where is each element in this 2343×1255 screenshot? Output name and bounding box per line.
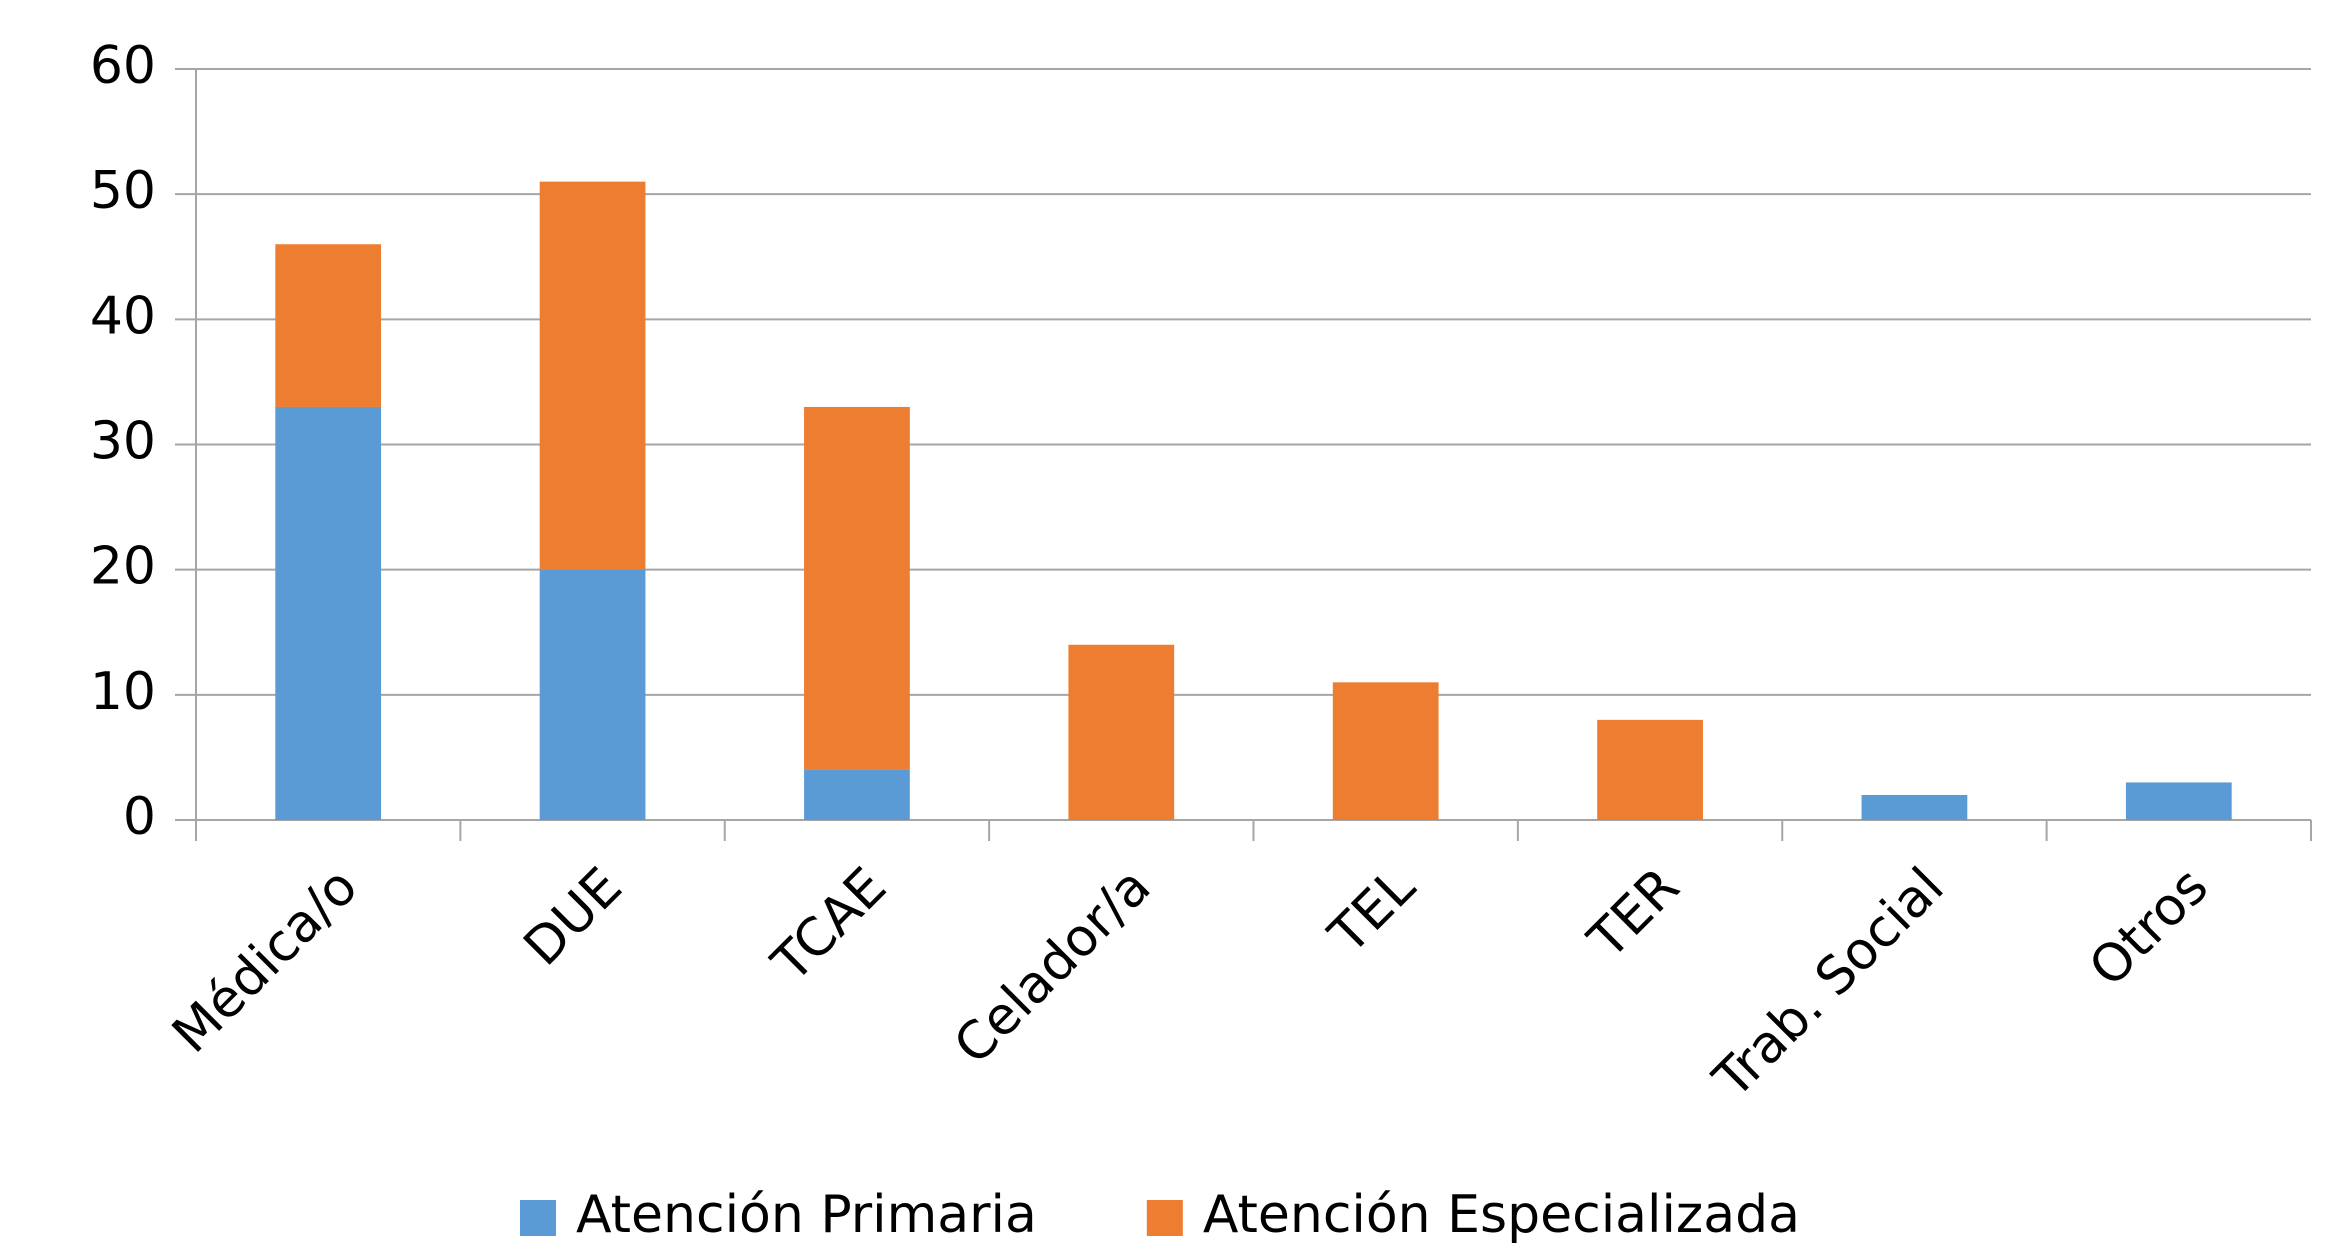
x-tick-label: TER (1577, 857, 1691, 971)
bar-segment (275, 406, 382, 820)
y-tick-label: 20 (90, 537, 156, 597)
bar-segment (1332, 682, 1439, 820)
legend-swatch (520, 1200, 556, 1236)
x-tick-label: Otros (2078, 857, 2220, 999)
bar-segment (2125, 782, 2232, 820)
y-tick-label: 0 (123, 787, 156, 847)
y-tick-label: 50 (90, 161, 156, 221)
bar-segment (539, 181, 646, 570)
x-tick-label: Trab. Social (1702, 857, 1956, 1111)
bar-segment (1861, 794, 1968, 820)
bar-segment (804, 406, 910, 770)
x-tick-label: TCAE (761, 857, 898, 994)
bar-segment (275, 244, 382, 407)
y-tick-label: 60 (90, 36, 156, 96)
y-tick-label: 30 (90, 412, 156, 472)
bar-segment (539, 569, 646, 820)
legend-label: Atención Primaria (576, 1185, 1037, 1245)
legend-label: Atención Especializada (1203, 1185, 1800, 1245)
bar-segment (1597, 719, 1703, 820)
x-tick-label: Celador/a (943, 857, 1162, 1076)
bar-segment (1068, 644, 1175, 820)
y-tick-label: 10 (90, 662, 156, 722)
legend-swatch (1146, 1200, 1183, 1236)
y-tick-label: 40 (90, 286, 156, 346)
x-tick-label: DUE (513, 857, 634, 978)
bar-segment (804, 769, 910, 820)
x-tick-label: Médica/o (161, 857, 369, 1065)
x-tick-label: TEL (1317, 857, 1426, 966)
